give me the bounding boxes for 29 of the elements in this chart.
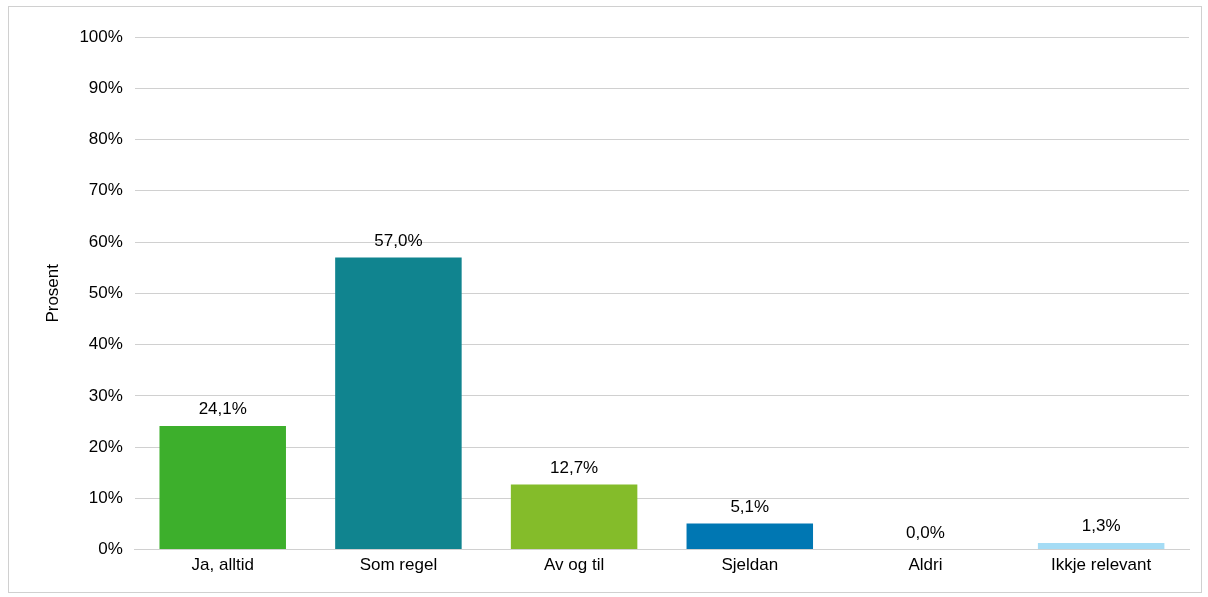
x-tick-label: Som regel bbox=[359, 555, 438, 575]
y-tick-label: 30% bbox=[88, 385, 123, 405]
y-tick-label: 90% bbox=[88, 77, 123, 97]
y-tick-label: 50% bbox=[88, 282, 123, 302]
x-tick-label: Aldri bbox=[908, 555, 943, 575]
x-tick-label: Ja, alltid bbox=[191, 555, 254, 575]
y-tick-label: 10% bbox=[88, 488, 123, 508]
y-tick-label: 60% bbox=[88, 231, 123, 251]
data-label: 12,7% bbox=[549, 457, 599, 477]
data-label: 5,1% bbox=[730, 496, 770, 516]
bar bbox=[510, 484, 638, 550]
bar bbox=[1037, 542, 1165, 550]
data-label: 1,3% bbox=[1081, 516, 1121, 536]
data-label: 0,0% bbox=[906, 522, 945, 542]
bar bbox=[335, 257, 462, 550]
y-axis-title: Prosent bbox=[42, 263, 62, 323]
bar bbox=[159, 426, 286, 550]
data-label: 24,1% bbox=[198, 399, 247, 419]
x-tick-label: Av og til bbox=[544, 555, 605, 575]
y-tick-label: 0% bbox=[98, 539, 123, 559]
y-tick-label: 20% bbox=[88, 436, 123, 456]
bar bbox=[686, 523, 814, 550]
y-tick-label: 80% bbox=[88, 129, 123, 149]
data-label: 57,0% bbox=[374, 230, 423, 250]
y-tick-label: 100% bbox=[79, 26, 123, 46]
x-tick-label: Ikkje relevant bbox=[1051, 555, 1152, 575]
y-tick-label: 70% bbox=[88, 180, 123, 200]
y-tick-label: 40% bbox=[88, 334, 123, 354]
x-tick-label: Sjeldan bbox=[721, 555, 779, 575]
